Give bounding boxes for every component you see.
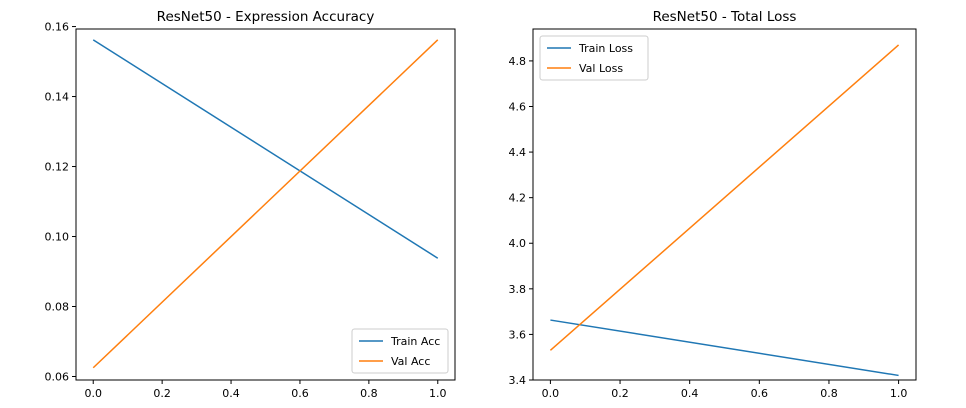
acc-x-tick-label: 0.0: [84, 387, 102, 400]
loss-x-tick-label: 0.0: [542, 387, 560, 400]
acc-x-tick-label: 0.4: [222, 387, 240, 400]
loss-y-tick-label: 4.0: [509, 237, 527, 250]
loss-x-tick-label: 1.0: [890, 387, 908, 400]
acc-y-tick-label: 0.16: [45, 21, 70, 34]
loss-x-tick-label: 0.2: [611, 387, 629, 400]
acc-y-tick-label: 0.08: [45, 301, 70, 314]
loss-legend-label: Val Loss: [579, 62, 623, 75]
acc-legend-frame: [351, 328, 449, 374]
acc-legend: Train Acc Val Acc: [351, 328, 449, 374]
loss-axes-frame: [532, 28, 917, 381]
acc-axes-frame: [75, 28, 456, 381]
loss-y-tick-label: 3.8: [509, 283, 527, 296]
loss-y-tick-label: 3.6: [509, 328, 527, 341]
loss-series-line-train-loss: [550, 319, 899, 377]
loss-series-lines: [549, 44, 900, 377]
loss-chart: 0.0 0.2 0.4 0.6 0.8 1.0 3.4 3.6 3.8 4.0 4.2 4.4 4.6 4…: [509, 9, 917, 400]
acc-chart-title: ResNet50 - Expression Accuracy: [157, 9, 375, 25]
loss-y-tick-label: 3.4: [509, 374, 527, 387]
loss-series-line-val-loss: [549, 44, 900, 351]
loss-x-axis: 0.0 0.2 0.4 0.6 0.8 1.0: [542, 380, 908, 400]
acc-y-tick-label: 0.14: [45, 91, 70, 104]
acc-legend-label: Train Acc: [390, 335, 440, 348]
loss-legend-frame: [539, 35, 649, 81]
acc-x-tick-label: 0.6: [291, 387, 309, 400]
acc-y-axis: 0.06 0.08 0.10 0.12 0.14 0.16: [45, 21, 76, 384]
loss-legend: Train Loss Val Loss: [539, 35, 649, 81]
loss-y-tick-label: 4.4: [509, 146, 527, 159]
loss-y-tick-label: 4.2: [509, 192, 527, 205]
loss-y-axis: 3.4 3.6 3.8 4.0 4.2 4.4 4.6 4.8: [509, 55, 533, 387]
loss-y-tick-label: 4.8: [509, 55, 527, 68]
acc-y-tick-label: 0.06: [45, 371, 70, 384]
acc-y-tick-label: 0.12: [45, 161, 70, 174]
loss-y-tick-label: 4.6: [509, 100, 527, 113]
acc-legend-label: Val Acc: [391, 355, 430, 368]
accuracy-chart: 0.0 0.2 0.4 0.6 0.8 1.00.060.080.100.120.140.…: [45, 9, 456, 400]
acc-series-line-train-acc: [92, 39, 439, 259]
acc-series-lines: [92, 39, 439, 369]
acc-series-line-val-acc: [92, 39, 439, 369]
loss-chart-title: ResNet50 - Total Loss: [653, 9, 797, 25]
loss-legend-label: Train Loss: [578, 42, 633, 55]
acc-y-tick-label: 0.10: [45, 231, 70, 244]
loss-x-tick-label: 0.8: [820, 387, 838, 400]
acc-x-tick-label: 1.0: [429, 387, 447, 400]
acc-x-tick-label: 0.8: [360, 387, 378, 400]
acc-x-axis: 0.0 0.2 0.4 0.6 0.8 1.0: [84, 380, 447, 400]
acc-x-tick-label: 0.2: [153, 387, 171, 400]
loss-x-tick-label: 0.6: [751, 387, 769, 400]
loss-x-tick-label: 0.4: [681, 387, 699, 400]
